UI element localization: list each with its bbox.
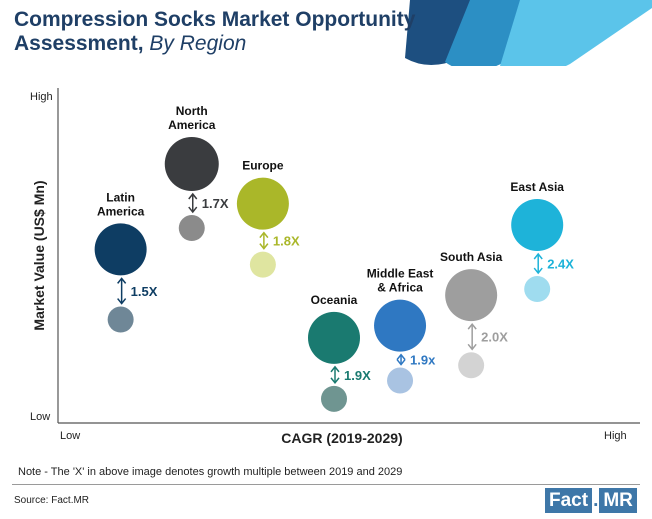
region-label-middle-east-africa-2: & Africa	[377, 281, 423, 295]
chart-title-region: By Region	[149, 32, 247, 55]
chart-title-line2: Assessment, By Region	[14, 32, 494, 56]
growth-arrowhead-top-middle-east-africa	[396, 353, 406, 361]
region-label-south-asia-1: South Asia	[440, 250, 503, 264]
growth-multiple-oceania: 1.9X	[344, 368, 371, 383]
region-label-latin-america-2: America	[97, 204, 145, 218]
growth-arrowhead-top-east-asia	[533, 252, 543, 260]
bubble-2019-north-america	[178, 215, 205, 242]
growth-multiple-latin-america: 1.5X	[131, 284, 158, 299]
growth-multiple-middle-east-africa: 1.9x	[410, 353, 436, 368]
bubble-2029-east-asia	[511, 199, 564, 251]
x-axis-label: CAGR (2019-2029)	[281, 430, 402, 446]
bubble-2019-europe	[249, 251, 276, 278]
y-tick-low: Low	[30, 411, 50, 423]
growth-arrowhead-top-north-america	[188, 192, 198, 200]
growth-multiple-east-asia: 2.4X	[547, 257, 574, 272]
growth-arrowhead-bottom-oceania	[330, 377, 340, 385]
footer-divider	[12, 484, 640, 485]
bubble-2029-oceania	[308, 311, 360, 364]
header-stripe-light	[500, 0, 652, 66]
bubble-2019-oceania	[321, 385, 347, 412]
bubble-2019-east-asia	[524, 276, 551, 303]
bubble-2029-europe	[236, 177, 289, 230]
header-decoration	[405, 0, 652, 66]
bubble-chart: High Low Low High CAGR (2019-2029) Market Val…	[30, 88, 640, 446]
x-tick-low: Low	[60, 430, 80, 442]
y-tick-high: High	[30, 91, 53, 103]
chart-title-line2-bold: Assessment,	[14, 32, 144, 55]
growth-arrowhead-bottom-latin-america	[117, 298, 127, 305]
growth-arrowhead-top-latin-america	[117, 277, 127, 284]
growth-arrowhead-bottom-south-asia	[467, 343, 477, 351]
growth-multiple-north-america: 1.7X	[202, 196, 229, 211]
bubble-2019-south-asia	[458, 352, 485, 379]
bubble-2029-middle-east-africa	[374, 299, 427, 352]
growth-arrowhead-bottom-middle-east-africa	[396, 359, 406, 366]
footnote: Note - The 'X' in above image denotes gr…	[18, 466, 403, 478]
chart-title: Compression Socks Market Opportunity Ass…	[14, 8, 494, 56]
chart-title-line1: Compression Socks Market Opportunity	[14, 8, 416, 31]
y-axis-label: Market Value (US$ Mn)	[31, 180, 47, 330]
bubble-2019-middle-east-africa	[387, 367, 414, 394]
region-label-middle-east-africa-1: Middle East	[367, 267, 434, 281]
bubble-2019-latin-america	[107, 306, 134, 333]
region-label-north-america-2: America	[168, 118, 216, 132]
growth-arrowhead-top-europe	[259, 231, 269, 239]
growth-arrowhead-bottom-east-asia	[533, 267, 543, 275]
growth-arrowhead-bottom-north-america	[188, 206, 198, 214]
growth-multiple-europe: 1.8X	[273, 234, 300, 249]
fact-mr-logo: Fact. MR	[545, 488, 637, 513]
bubble-2029-latin-america	[94, 223, 147, 276]
logo-dot: .	[593, 490, 599, 511]
region-label-europe-1: Europe	[242, 159, 284, 173]
bubble-2029-south-asia	[445, 269, 498, 322]
logo-mr: MR	[599, 488, 637, 513]
bubble-2029-north-america	[164, 137, 219, 191]
region-label-latin-america-1: Latin	[106, 190, 135, 204]
region-label-east-asia-1: East Asia	[510, 180, 564, 194]
x-tick-high: High	[604, 430, 627, 442]
region-label-north-america-1: North	[176, 104, 208, 118]
source-text: Source: Fact.MR	[14, 495, 90, 506]
region-label-oceania-1: Oceania	[311, 293, 358, 307]
growth-multiple-south-asia: 2.0X	[481, 330, 508, 345]
growth-arrowhead-bottom-europe	[259, 243, 269, 250]
growth-arrowhead-top-oceania	[330, 365, 340, 373]
logo-fact: Fact	[545, 488, 593, 513]
header: Compression Socks Market Opportunity Ass…	[0, 0, 652, 66]
growth-arrowhead-top-south-asia	[467, 322, 477, 330]
